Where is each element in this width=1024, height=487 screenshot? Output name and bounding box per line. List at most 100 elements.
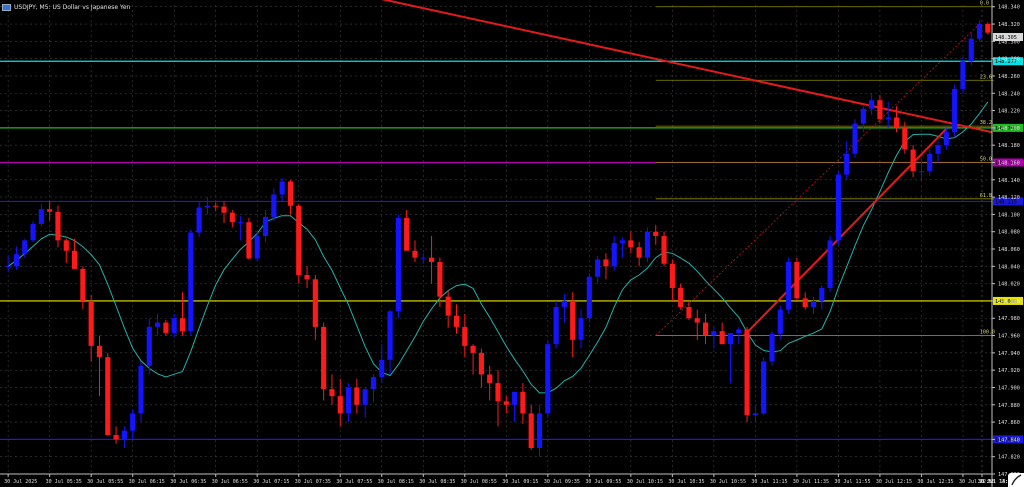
candle-body xyxy=(437,261,443,297)
chart-window-icon[interactable] xyxy=(2,3,11,11)
current-price-label: 148.305 xyxy=(995,35,1017,41)
price-label: 148.200 xyxy=(995,126,1017,132)
price-tick-label: 148.060 xyxy=(998,247,1020,253)
time-tick-label: 30 Jul 11:55 xyxy=(834,479,870,485)
price-tick-label: 148.160 xyxy=(998,160,1020,166)
candle-body xyxy=(262,217,269,237)
time-tick-label: 30 Jul 10:55 xyxy=(710,479,746,485)
price-tick-label: 148.140 xyxy=(998,178,1020,184)
candle-body xyxy=(412,250,418,258)
candle-body xyxy=(835,174,841,241)
moving-average xyxy=(7,101,989,394)
candle-body xyxy=(736,329,742,333)
fib-anchor-line xyxy=(655,23,980,336)
candle-body xyxy=(595,259,601,277)
price-tick-label: 147.840 xyxy=(998,437,1020,443)
candle-body xyxy=(761,361,767,414)
candle-body xyxy=(420,257,426,259)
candle-body xyxy=(279,181,285,195)
candle-body xyxy=(329,389,335,397)
candle-body xyxy=(976,24,983,39)
candle-body xyxy=(669,263,675,288)
candle-body xyxy=(478,352,484,375)
time-tick-label: 30 Jul 14:15 xyxy=(978,479,1014,485)
candle-body xyxy=(810,300,817,307)
candle-body xyxy=(661,236,667,264)
candle-body xyxy=(312,279,318,327)
candle-body xyxy=(561,300,567,307)
candle-body xyxy=(727,332,734,345)
candle-body xyxy=(893,117,900,128)
candle-body xyxy=(321,326,327,390)
candle-body xyxy=(711,331,717,336)
time-tick-label: 30 Jul 07:35 xyxy=(295,479,331,485)
candle-body xyxy=(22,240,28,255)
candle-body xyxy=(395,217,401,312)
candle-body xyxy=(520,391,526,414)
candle-body xyxy=(38,209,44,224)
candle-body xyxy=(254,236,260,259)
candle-body xyxy=(30,223,36,241)
candle-body xyxy=(611,242,617,267)
price-label-box xyxy=(993,435,1023,444)
candle-body xyxy=(13,254,20,267)
trendline xyxy=(381,0,993,134)
candle-body xyxy=(495,383,501,402)
candle-body xyxy=(379,359,385,378)
candle-body xyxy=(603,259,609,267)
price-tick-label: 147.960 xyxy=(998,334,1020,340)
candle-body xyxy=(387,311,393,360)
time-tick-label: 30 Jul 09:35 xyxy=(544,479,580,485)
candle-body xyxy=(786,261,792,310)
candle-body xyxy=(138,365,144,414)
time-tick-label: 30 Jul 05:35 xyxy=(46,479,82,485)
price-label: 148.277 xyxy=(995,59,1017,65)
candle-body xyxy=(55,211,61,241)
price-tick-label: 148.300 xyxy=(998,39,1020,45)
price-tick-label: 147.920 xyxy=(998,368,1020,374)
price-tick-label: 148.200 xyxy=(998,126,1020,132)
time-tick-label: 30 Jul 13:15 xyxy=(978,479,1014,485)
candle-body xyxy=(628,240,634,248)
candle-body xyxy=(794,261,800,299)
price-tick-label: 148.100 xyxy=(998,212,1020,218)
candle-body xyxy=(404,217,410,251)
corner-tool[interactable] xyxy=(1008,473,1024,487)
horizontal-lines: 148.277 148.200 148.160 148.115 148.000 147.8… xyxy=(0,33,1023,444)
candle-body xyxy=(619,240,626,243)
time-tick-label: 30 Jul 08:55 xyxy=(461,479,497,485)
time-tick-label: 30 Jul 09:15 xyxy=(502,479,538,485)
price-tick-label: 148.220 xyxy=(998,109,1020,115)
candle-body xyxy=(827,240,833,288)
price-tick-label: 148.120 xyxy=(998,195,1020,201)
price-label: 148.000 xyxy=(995,299,1017,305)
candle-body xyxy=(80,268,86,301)
fib-level-label: 61.8 xyxy=(980,193,992,199)
candle-body xyxy=(860,108,866,124)
candle-body xyxy=(71,250,78,269)
moving-average-line xyxy=(7,101,989,394)
candle-body xyxy=(304,274,310,280)
price-label: 148.160 xyxy=(995,160,1017,166)
candle-body xyxy=(885,117,891,120)
candle-body xyxy=(528,413,534,449)
candle-body xyxy=(653,231,659,237)
candle-body xyxy=(204,205,210,208)
time-tick-label: 30 Jul 12:35 xyxy=(917,479,953,485)
current-price-box xyxy=(993,33,1023,42)
candle-body xyxy=(130,413,136,431)
candle-body xyxy=(985,24,991,33)
candle-body xyxy=(229,212,235,223)
candle-body xyxy=(345,387,352,414)
chart-grid xyxy=(0,5,992,475)
candle-body xyxy=(960,61,966,89)
candle-body xyxy=(362,389,368,405)
time-tick-label: 30 Jul 06:15 xyxy=(129,479,165,485)
candle-body xyxy=(47,209,53,212)
price-label: 148.115 xyxy=(995,199,1017,205)
candle-body xyxy=(105,357,111,436)
candle-body xyxy=(453,315,460,327)
candle-body xyxy=(221,206,227,213)
candle-body xyxy=(586,276,592,319)
